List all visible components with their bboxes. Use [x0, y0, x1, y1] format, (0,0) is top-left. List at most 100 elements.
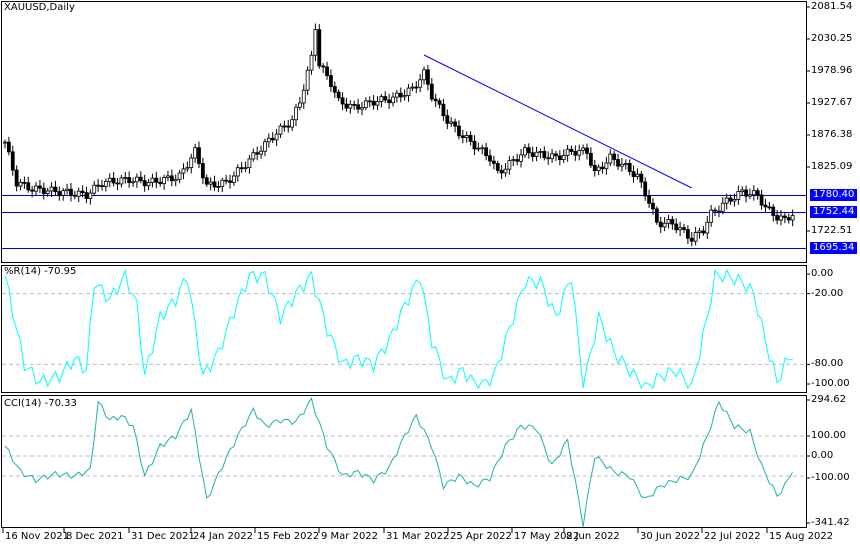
wpr-axis-label: 0.00 [811, 268, 834, 279]
main-title: XAUUSD,Daily [4, 2, 75, 13]
candle-body [154, 177, 159, 183]
candle-body [503, 168, 508, 174]
candle-body [499, 170, 504, 174]
candle-body [565, 148, 570, 156]
candle-body [305, 69, 310, 91]
candle-body [557, 155, 562, 161]
candle-body [429, 83, 434, 100]
candle-body [728, 197, 733, 202]
candle-body [643, 181, 648, 197]
candle-body [235, 167, 240, 177]
candle-body [325, 66, 329, 76]
candle-body [530, 152, 535, 157]
candle-body [755, 190, 760, 196]
candle-body [301, 89, 306, 104]
candle-body [693, 232, 698, 242]
candle-body [189, 157, 194, 168]
candle-body [491, 160, 496, 164]
candle-body [577, 150, 582, 156]
candle-body [717, 210, 721, 213]
candle-body [635, 173, 640, 177]
candle-body [647, 195, 651, 204]
wpr-panel-frame [1, 265, 807, 393]
date-axis-label: 9 Mar 2022 [321, 531, 379, 542]
candle-body [321, 65, 326, 68]
candle-body [515, 159, 520, 162]
date-axis-label: 30 Jun 2022 [640, 531, 701, 542]
candle-body [685, 229, 690, 239]
candle-body [313, 29, 318, 56]
candle-body [519, 154, 523, 162]
candle-body [356, 104, 360, 110]
candle-body [158, 181, 163, 185]
candle-body [22, 181, 27, 184]
candle-body [3, 141, 7, 144]
candle-body [107, 177, 112, 182]
candle-body [596, 166, 601, 172]
candle-body [585, 147, 589, 154]
candle-body [239, 167, 244, 170]
candle-body [49, 186, 54, 192]
candle-body [232, 175, 236, 183]
date-axis-label: 15 Aug 2022 [769, 531, 834, 542]
candle-body [383, 96, 388, 101]
candle-body [433, 98, 438, 102]
wpr-line [4, 268, 793, 390]
candle-body [103, 180, 108, 187]
candle-body [57, 191, 62, 196]
candle-body [701, 230, 706, 234]
candle-body [65, 188, 69, 192]
candle-body [658, 221, 663, 228]
candle-body [402, 95, 407, 98]
candle-body [266, 137, 271, 143]
candle-body [678, 227, 683, 231]
candle-body [651, 202, 655, 210]
candle-body [480, 147, 485, 150]
candle-body [654, 208, 659, 223]
candle-body [100, 185, 104, 188]
candle-body [41, 187, 46, 195]
candle-body [697, 230, 702, 233]
candle-body [616, 159, 620, 167]
wpr-title: %R(14) -70.95 [4, 266, 77, 277]
candle-body [507, 160, 512, 170]
candle-body [45, 190, 50, 195]
candle-body [290, 119, 295, 128]
candle-body [166, 175, 170, 178]
candle-body [561, 155, 566, 161]
cci-panel-frame [1, 395, 807, 528]
candle-body [208, 181, 213, 185]
candle-body [460, 135, 465, 138]
candle-body [790, 215, 795, 221]
candle-body [445, 115, 450, 124]
candle-body [682, 227, 686, 230]
candle-body [713, 209, 717, 212]
candle-body [181, 168, 186, 174]
candle-body [150, 177, 155, 183]
candle-body [763, 204, 768, 208]
date-axis-label: 15 Feb 2022 [257, 531, 320, 542]
candle-body [775, 215, 780, 221]
candle-body [363, 100, 368, 109]
candle-body [123, 177, 128, 179]
price-axis-label: 1978.96 [811, 64, 853, 76]
candle-body [620, 163, 624, 167]
cci-title: CCI(14) -70.33 [4, 398, 77, 409]
candle-body [193, 147, 198, 159]
price-axis-label: 2030.25 [811, 32, 853, 44]
price-axis-label: 1722.51 [811, 224, 853, 236]
candle-body [387, 99, 392, 104]
date-axis-label: 16 Nov 2021 [5, 531, 70, 542]
candle-body [732, 199, 737, 202]
candle-body [72, 194, 77, 197]
candle-body [274, 133, 279, 141]
cci-line [4, 397, 794, 527]
candle-body [414, 86, 419, 89]
candle-body [612, 153, 617, 160]
candle-body [69, 188, 73, 196]
candle-body [173, 178, 178, 182]
candle-body [282, 125, 287, 128]
date-axis-label: 22 Jul 2022 [704, 531, 761, 542]
candle-body [689, 237, 694, 242]
